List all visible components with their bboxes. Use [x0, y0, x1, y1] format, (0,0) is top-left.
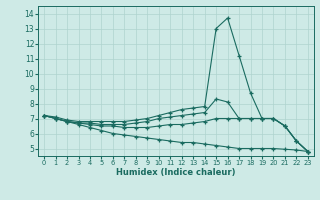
X-axis label: Humidex (Indice chaleur): Humidex (Indice chaleur)	[116, 168, 236, 177]
